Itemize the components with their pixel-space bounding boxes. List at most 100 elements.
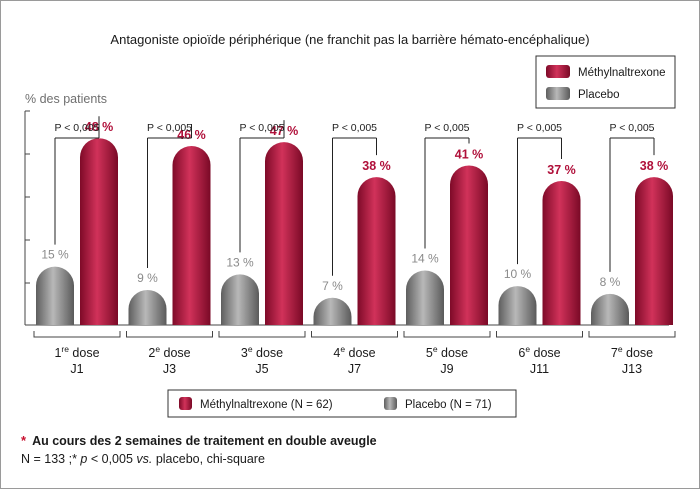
category-label-day: J5 [255, 362, 268, 376]
category-word: dose [160, 346, 191, 360]
significance-label: P < 0,005 [147, 122, 192, 134]
legend-bottom-swatch-placebo [384, 397, 397, 410]
significance-label: P < 0,005 [517, 122, 562, 134]
footnote-vs: vs. [136, 452, 152, 466]
footnote-line-1: * Au cours des 2 semaines de traitement e… [21, 433, 377, 448]
legend-top-swatch-methyl [546, 65, 570, 78]
bar-methylnaltrexone [357, 177, 396, 325]
data-label-methylnaltrexone: 38 % [640, 159, 669, 173]
significance-label: P < 0,005 [609, 122, 654, 134]
category-label-day: J1 [70, 362, 83, 376]
footnote: * Au cours des 2 semaines de traitement e… [21, 433, 377, 466]
category-ordinal-suffix: re [61, 344, 69, 354]
category-label-day: J3 [163, 362, 176, 376]
bar-methylnaltrexone [542, 181, 581, 325]
category-ordinal-suffix: e [525, 344, 530, 354]
bar-methylnaltrexone [172, 146, 211, 325]
bar-placebo [36, 266, 74, 325]
category-label-day: J7 [348, 362, 361, 376]
data-label-placebo: 14 % [411, 252, 439, 266]
bar-methylnaltrexone [80, 138, 118, 325]
bar-group: 10 % 37 % P < 0,005 6e dose J11 [496, 122, 583, 376]
footnote-title: Au cours des 2 semaines de traitement en… [32, 434, 377, 448]
legend-top-swatch-placebo [546, 87, 570, 100]
bar-placebo [406, 270, 444, 325]
chart-title: Antagoniste opioïde périphérique (ne fra… [110, 32, 589, 47]
category-bracket [588, 331, 676, 338]
data-label-placebo: 9 % [137, 271, 158, 285]
bar-group: 7 % 38 % P < 0,005 4e dose J7 [311, 122, 398, 376]
bar-placebo [128, 289, 167, 325]
category-bracket [33, 331, 121, 338]
category-ordinal-suffix: e [155, 344, 160, 354]
category-bracket [403, 331, 491, 338]
footnote-star: * [21, 433, 27, 448]
footnote-p: p [79, 452, 87, 466]
category-label-dose: 6e dose [518, 344, 560, 360]
significance-label: P < 0,005 [239, 122, 284, 134]
data-label-placebo: 8 % [600, 275, 621, 289]
category-ordinal-suffix: e [340, 344, 345, 354]
bar-methylnaltrexone [450, 165, 488, 325]
category-ordinal: 5 [426, 346, 433, 360]
category-label-dose: 3e dose [241, 344, 283, 360]
category-ordinal: 2 [148, 346, 155, 360]
legend-top: Méthylnaltrexone Placebo [535, 55, 676, 109]
data-label-placebo: 13 % [226, 255, 254, 269]
data-label-placebo: 10 % [504, 267, 532, 281]
bar-placebo [221, 274, 259, 325]
bar-placebo [313, 297, 352, 325]
bar-placebo [498, 286, 537, 325]
bar-group: 14 % 41 % P < 0,005 5e dose J9 [403, 122, 491, 376]
category-ordinal: 1 [54, 346, 61, 360]
bar-methylnaltrexone [265, 142, 303, 325]
significance-label: P < 0,005 [424, 122, 469, 134]
category-ordinal-suffix: e [433, 344, 438, 354]
data-label-methylnaltrexone: 38 % [362, 159, 391, 173]
category-label-dose: 7e dose [611, 344, 653, 360]
legend-top-label-placebo: Placebo [578, 89, 620, 101]
category-word: dose [438, 346, 469, 360]
data-label-placebo: 7 % [322, 279, 343, 293]
significance-label: P < 0,005 [54, 122, 99, 134]
category-ordinal: 6 [518, 346, 525, 360]
footnote-test: placebo, chi-square [152, 452, 265, 466]
data-label-placebo: 15 % [41, 248, 69, 262]
legend-bottom-swatch-methyl [179, 397, 192, 410]
category-label-dose: 1re dose [54, 344, 99, 360]
legend-bottom-label-placebo: Placebo (N = 71) [405, 399, 492, 411]
data-label-methylnaltrexone: 37 % [547, 163, 576, 177]
data-label-methylnaltrexone: 41 % [455, 147, 484, 161]
category-ordinal: 4 [333, 346, 340, 360]
category-label-day: J11 [530, 362, 549, 376]
legend-top-label-methyl: Méthylnaltrexone [578, 67, 666, 79]
category-ordinal: 7 [611, 346, 618, 360]
category-bracket [126, 331, 213, 338]
significance-label: P < 0,005 [332, 122, 377, 134]
category-ordinal: 3 [241, 346, 248, 360]
footnote-threshold: < 0,005 [87, 452, 136, 466]
category-word: dose [623, 346, 654, 360]
legend-bottom: Méthylnaltrexone (N = 62) Placebo (N = 7… [167, 389, 517, 418]
category-bracket [311, 331, 398, 338]
bar-placebo [591, 293, 629, 325]
category-word: dose [530, 346, 561, 360]
category-ordinal-suffix: e [618, 344, 623, 354]
category-word: dose [69, 346, 100, 360]
category-word: dose [253, 346, 284, 360]
legend-bottom-label-methyl: Méthylnaltrexone (N = 62) [200, 399, 333, 411]
legend-bottom-box [167, 389, 517, 418]
bar-methylnaltrexone [635, 177, 673, 325]
category-word: dose [345, 346, 376, 360]
category-label-day: J9 [440, 362, 453, 376]
category-label-dose: 5e dose [426, 344, 468, 360]
category-label-day: J13 [622, 362, 642, 376]
y-axis-label: % des patients [25, 92, 107, 106]
category-bracket [496, 331, 583, 338]
